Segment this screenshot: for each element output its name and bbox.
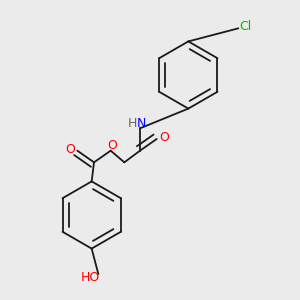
Text: N: N [137,117,146,130]
Text: O: O [107,139,117,152]
Text: Cl: Cl [240,20,252,33]
Text: H: H [128,117,137,130]
Text: HO: HO [80,271,100,284]
Text: O: O [65,143,75,156]
Text: O: O [159,131,169,144]
